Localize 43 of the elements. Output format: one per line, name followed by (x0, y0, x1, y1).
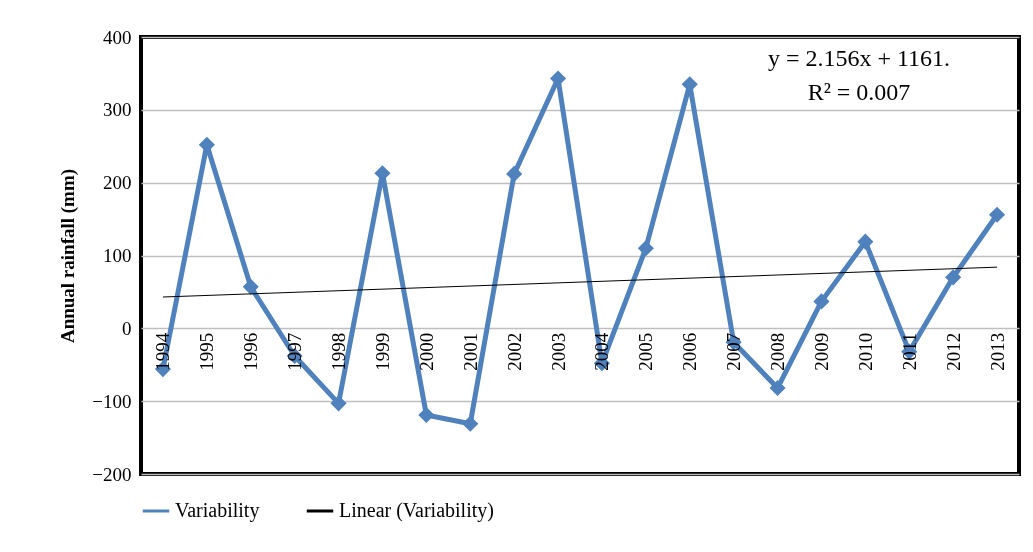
x-tick-label: 1997 (284, 332, 306, 371)
y-tick-label: 300 (103, 99, 132, 121)
point (330, 395, 347, 412)
x-tick-label: 1994 (152, 332, 174, 371)
x-tick-label: 2004 (591, 332, 613, 371)
x-tick-label: 2002 (503, 332, 525, 371)
x-tick-label: 1999 (371, 332, 393, 371)
x-tick-label: 2013 (986, 332, 1008, 371)
x-tick-label: 1996 (240, 332, 262, 371)
annotation: R² = 0.007 (807, 79, 911, 105)
x-tick-label: 1995 (196, 332, 218, 371)
point (945, 269, 962, 286)
x-tick-label: 2012 (942, 332, 964, 371)
point (769, 379, 786, 397)
point (462, 415, 479, 432)
y-tick-label: 400 (103, 26, 132, 48)
x-tick-label: 2007 (723, 332, 745, 371)
x-tick-label: 2006 (679, 332, 701, 371)
point (242, 278, 259, 295)
point (637, 240, 654, 257)
x-tick-label: 2009 (810, 332, 832, 371)
y-tick-label: 100 (103, 245, 132, 266)
x-tick-label: 2001 (459, 332, 481, 371)
y-axis-title: Annual rainfall (mm) (57, 168, 80, 344)
x-tick-label: 2008 (767, 332, 789, 371)
x-tick-label: 2010 (854, 332, 876, 371)
x-tick-label: 2011 (898, 332, 920, 371)
point (506, 165, 523, 182)
y-tick-label: 0 (122, 317, 132, 339)
annotation: y = 2.156x + 1161. (767, 45, 951, 71)
point (857, 233, 874, 250)
point (813, 293, 830, 310)
y-tick-label: −100 (92, 390, 132, 412)
x-tick-label: 2000 (415, 332, 437, 371)
y-tick-label: −200 (92, 463, 132, 485)
x-tick-label: 1998 (328, 332, 350, 371)
x-tick-label: 2003 (547, 332, 569, 371)
x-tick-label: 2005 (635, 332, 657, 371)
legend-label: Variability (175, 499, 260, 522)
y-tick-label: 200 (103, 172, 132, 194)
legend-label: Linear (Variability) (339, 499, 494, 522)
point (988, 206, 1006, 223)
point (418, 406, 435, 424)
